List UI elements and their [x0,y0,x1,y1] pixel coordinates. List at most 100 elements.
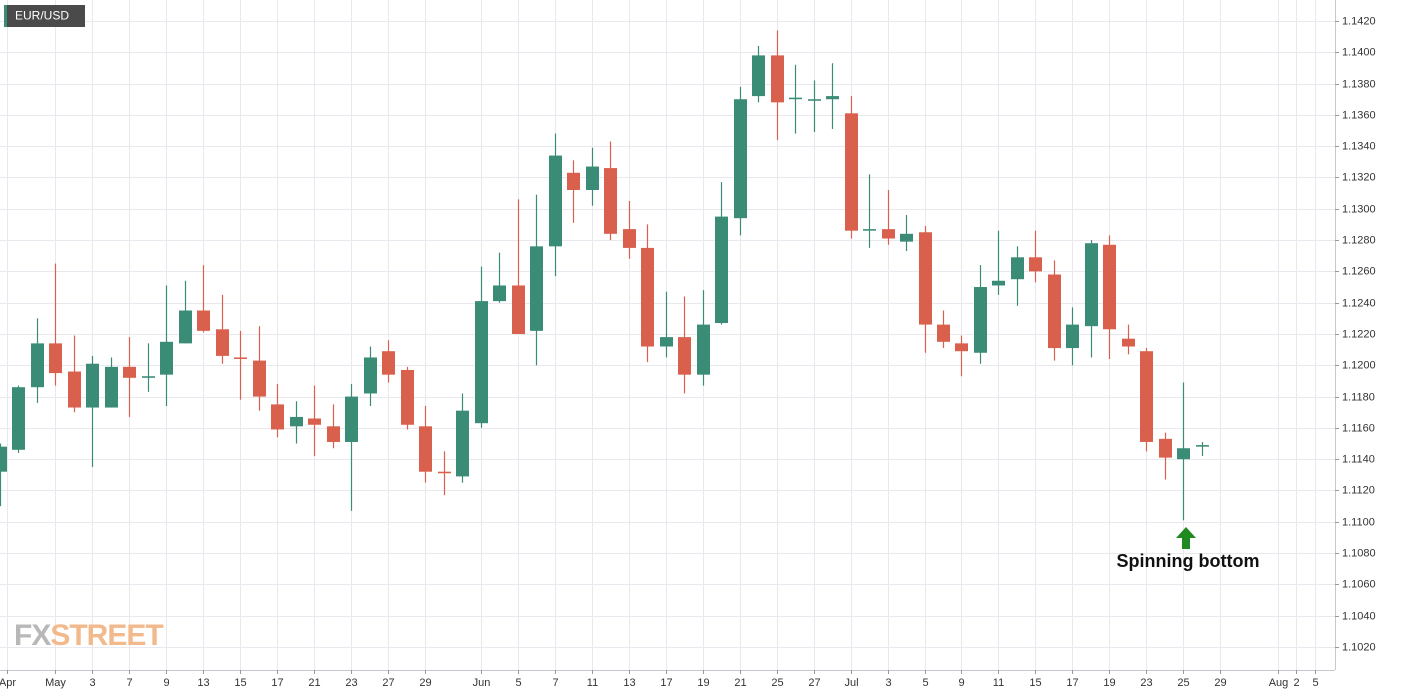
candle-body [863,229,876,231]
candle-body [1085,243,1098,327]
candle-body [401,369,414,425]
candles [0,30,1209,521]
candle-body [955,343,968,352]
y-tick-label: 1.1320 [1342,171,1376,183]
candle-body [327,426,340,442]
x-tick-label: 15 [234,677,246,689]
candle-body [438,471,451,474]
candle-body [1196,445,1209,447]
x-tick-label: 13 [623,677,635,689]
candle-body [826,96,839,100]
x-tick-label: 21 [734,677,746,689]
candle-body [845,113,858,231]
x-tick-label: 17 [271,677,283,689]
candle-body [697,324,710,375]
y-tick-label: 1.1080 [1342,547,1376,559]
annotation: Spinning bottom [1117,551,1260,571]
candle-body [512,285,525,334]
x-tick-label: Jun [473,677,491,689]
x-tick-label: 7 [552,677,558,689]
watermark-suffix: STREET [50,619,163,652]
candle-body [1048,274,1061,349]
candle-body [49,343,62,374]
x-tick-label: 15 [1029,677,1041,689]
candle-body [808,99,821,101]
x-tick-label: May [45,677,66,689]
candle-body [1159,438,1172,458]
x-tick-label: 13 [197,677,209,689]
candle-body [1103,244,1116,330]
x-tick-label: 5 [1312,677,1318,689]
x-tick-label: 19 [697,677,709,689]
candle-body [86,363,99,408]
candle-body [1029,257,1042,272]
candle-body [660,337,673,347]
watermark: FXSTREET [14,619,163,652]
candle-body [992,280,1005,286]
watermark-prefix: FX [14,619,51,652]
x-tick-label: 2 [1293,677,1299,689]
chart-title: EUR/USD [15,9,69,23]
x-tick-label: 11 [587,677,598,689]
x-tick-label: Jul [844,677,858,689]
x-tick-label: 17 [1066,677,1078,689]
candle-body [604,168,617,234]
candle-body [1122,338,1135,347]
candle-body [530,246,543,331]
candle-body [567,172,580,190]
candle-body [1011,257,1024,280]
title-box [4,5,85,27]
candle-body [142,376,155,378]
candle-body [290,416,303,427]
x-tick-label: 5 [515,677,521,689]
candle-body [216,329,229,356]
candle-body [12,387,25,450]
candle-body [678,337,691,375]
x-tick-label: 21 [308,677,320,689]
candle-body [308,418,321,425]
candle-body [68,371,81,408]
candle-body [0,446,7,472]
candle-body [549,155,562,247]
candle-body [105,366,118,408]
y-tick-label: 1.1260 [1342,265,1376,277]
y-tick-label: 1.1020 [1342,641,1376,653]
y-tick-label: 1.1180 [1342,391,1375,403]
x-tick-label: 9 [958,677,964,689]
y-tick-label: 1.1340 [1342,140,1376,152]
candle-body [752,55,765,97]
candle-body [475,301,488,424]
x-tick-label: 3 [89,677,95,689]
y-tick-label: 1.1220 [1342,328,1376,340]
x-tick-label: 23 [1140,677,1152,689]
candle-body [937,324,950,342]
candle-body [586,166,599,190]
candle-body [641,247,654,347]
candle-body [253,360,266,397]
y-tick-label: 1.1360 [1342,109,1376,121]
x-tick-label: 9 [163,677,169,689]
y-tick-label: 1.1420 [1342,15,1376,27]
x-tick-label: Aug [1269,677,1289,689]
x-tick-label: 19 [1103,677,1115,689]
y-tick-label: 1.1380 [1342,78,1376,90]
y-tick-label: 1.1140 [1342,453,1375,465]
candle-body [882,229,895,239]
title-accent [4,5,7,27]
candle-body [734,99,747,219]
y-tick-label: 1.1300 [1342,203,1376,215]
y-tick-label: 1.1100 [1342,516,1375,528]
candle-body [234,357,247,360]
x-tick-label: 7 [126,677,132,689]
y-tick-label: 1.1400 [1342,46,1376,58]
candle-body [271,404,284,430]
candle-body [179,310,192,344]
y-tick-label: 1.1060 [1342,578,1376,590]
candle-body [771,55,784,103]
y-tick-label: 1.1280 [1342,234,1376,246]
candle-body [493,285,506,302]
x-tick-label: 23 [345,677,357,689]
candle-body [715,216,728,324]
